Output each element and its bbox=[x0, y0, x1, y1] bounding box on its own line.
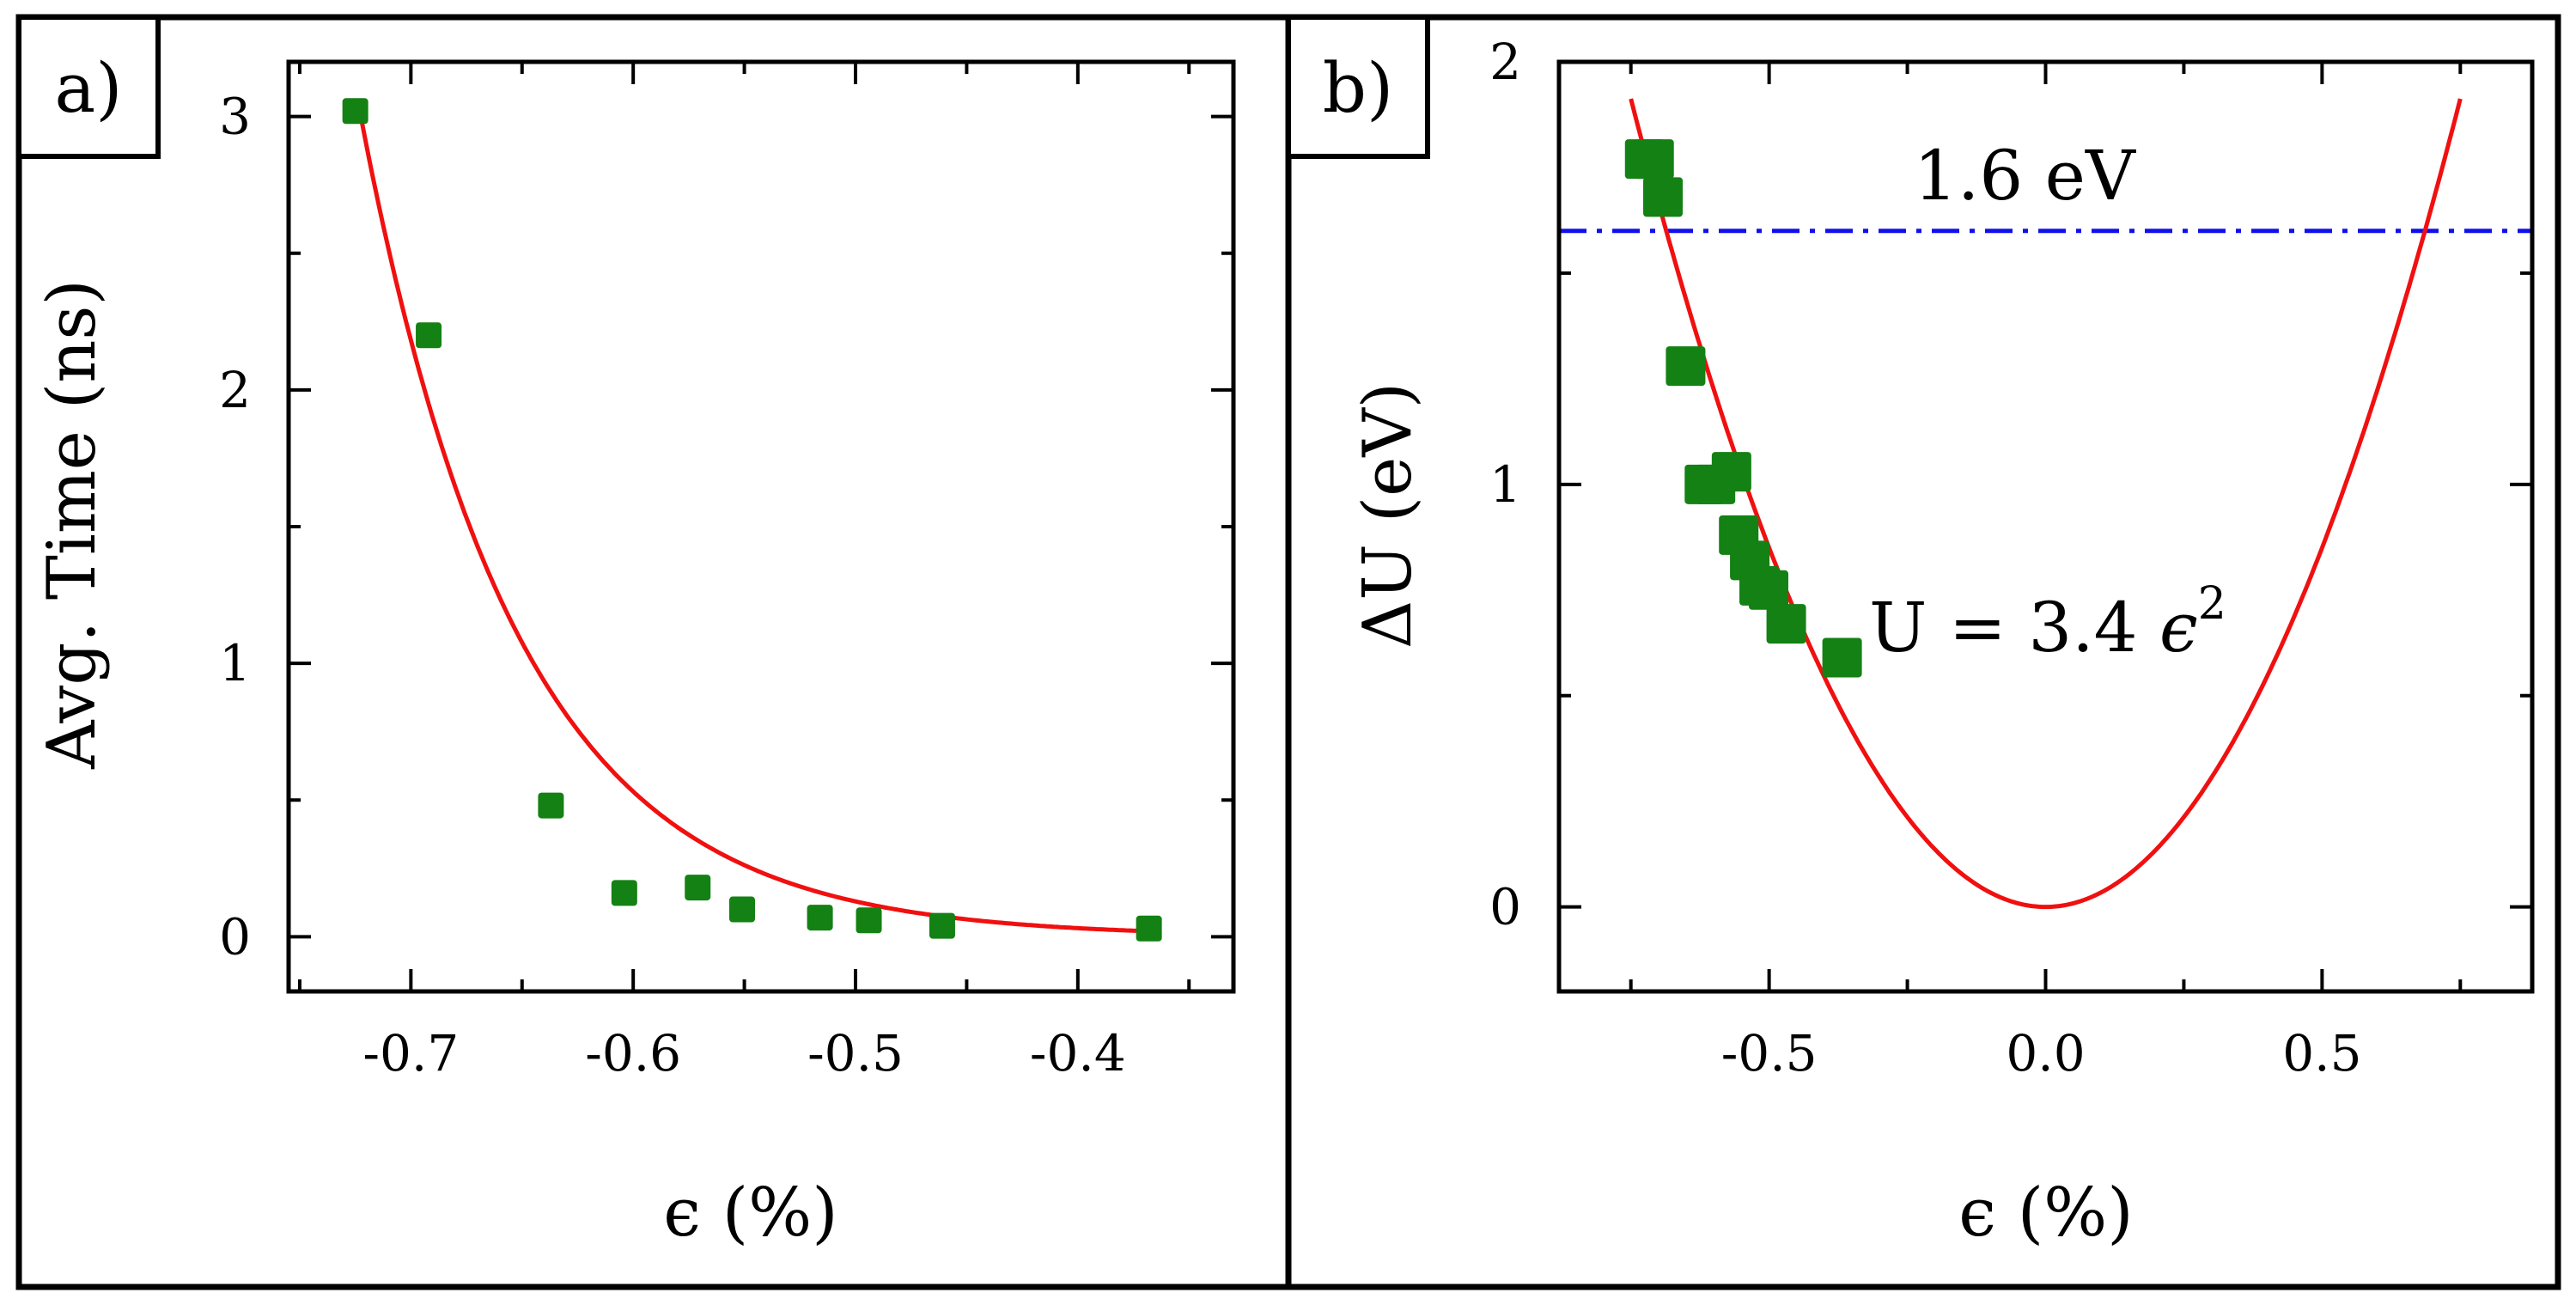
x-tick-label: -0.5 bbox=[1721, 1024, 1818, 1082]
data-point bbox=[856, 907, 882, 934]
data-point bbox=[538, 792, 564, 819]
x-tick-labels: -0.5 0.0 0.5 bbox=[1721, 1024, 2362, 1082]
data-point bbox=[611, 880, 637, 906]
fit-equation-symbol: ϵ bbox=[2159, 588, 2198, 668]
data-points bbox=[1624, 139, 1862, 678]
data-points bbox=[342, 98, 1162, 942]
x-tick-label: -0.4 bbox=[1030, 1024, 1126, 1082]
panel-b-label-box bbox=[1286, 15, 1430, 159]
y-axis-title: Avg. Time (ns) bbox=[33, 279, 111, 770]
x-tick-label: -0.7 bbox=[362, 1024, 459, 1082]
x-tick-label: 0.0 bbox=[2006, 1024, 2085, 1082]
data-point bbox=[1766, 604, 1806, 644]
y-tick-label: 2 bbox=[1489, 33, 1521, 91]
data-point bbox=[1634, 139, 1674, 180]
y-tick-labels: 0 1 2 bbox=[1489, 33, 1521, 936]
panel-a-frame bbox=[15, 14, 1292, 1290]
fit-curve bbox=[357, 110, 1149, 934]
chart-b: -0.5 0.0 0.5 0 1 2 ϵ (%) ΔU (eV) 1.6 eV U = … bbox=[1349, 33, 2535, 1252]
y-tick-label: 1 bbox=[219, 634, 251, 692]
x-tick-labels: -0.7 -0.6 -0.5 -0.4 bbox=[362, 1024, 1125, 1082]
data-point bbox=[1643, 177, 1684, 217]
y-tick-label: 0 bbox=[1489, 878, 1521, 936]
y-tick-labels: 0 1 2 3 bbox=[219, 88, 251, 967]
x-tick-label: -0.6 bbox=[585, 1024, 681, 1082]
data-point bbox=[1748, 570, 1788, 610]
x-axis-title: ϵ (%) bbox=[663, 1174, 837, 1252]
data-point bbox=[929, 912, 955, 939]
data-point bbox=[729, 896, 755, 923]
fit-equation-label: U = 3.4 ϵ2 bbox=[1869, 578, 2226, 668]
chart-a-plot-layer bbox=[342, 98, 1162, 942]
data-point bbox=[1822, 637, 1862, 678]
data-point bbox=[342, 98, 368, 125]
chart-b-plot-layer bbox=[1559, 98, 2532, 910]
y-axis-title: ΔU (eV) bbox=[1349, 382, 1427, 649]
x-axis-title: ϵ (%) bbox=[1958, 1174, 2133, 1252]
y-tick-label: 2 bbox=[219, 361, 251, 419]
x-tick-label: -0.5 bbox=[807, 1024, 904, 1082]
data-point bbox=[1711, 452, 1751, 492]
panel-a-label: a) bbox=[55, 48, 123, 128]
data-point bbox=[1136, 915, 1162, 942]
tick-marks bbox=[289, 62, 1233, 991]
data-point bbox=[1666, 346, 1706, 387]
panel-a-label-box bbox=[16, 15, 161, 159]
data-point bbox=[416, 322, 442, 349]
data-point bbox=[807, 905, 833, 931]
fit-equation-exponent: 2 bbox=[2198, 578, 2226, 630]
panel-b-frame bbox=[1285, 14, 2561, 1290]
y-tick-label: 0 bbox=[219, 907, 251, 966]
threshold-label: 1.6 eV bbox=[1914, 136, 2136, 216]
panel-b-label: b) bbox=[1323, 48, 1393, 128]
fit-curve bbox=[1629, 98, 2463, 910]
data-point bbox=[685, 875, 711, 901]
y-tick-label: 3 bbox=[219, 88, 251, 146]
chart-b-axes-box bbox=[1556, 59, 2535, 994]
chart-a-axes-box bbox=[286, 59, 1236, 994]
chart-a: -0.7 -0.6 -0.5 -0.4 0 1 2 3 ϵ (%) Avg. Time (n… bbox=[33, 59, 1236, 1252]
y-tick-label: 1 bbox=[1489, 455, 1521, 514]
x-tick-label: 0.5 bbox=[2282, 1024, 2361, 1082]
fit-equation-prefix: U = 3.4 bbox=[1869, 588, 2159, 668]
